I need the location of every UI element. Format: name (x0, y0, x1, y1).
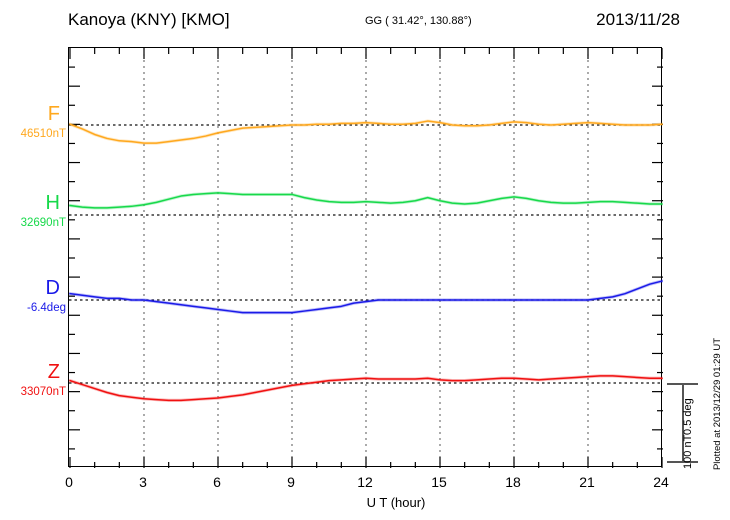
x-tick-label-21: 21 (579, 474, 595, 490)
component-label-z: Z (47, 361, 60, 383)
x-tick-label-3: 3 (139, 474, 147, 490)
observation-date: 2013/11/28 (596, 10, 680, 29)
component-value-d: -6.4deg (26, 302, 66, 314)
component-value-h: 32690nT (20, 217, 66, 229)
vertical-gridlines (143, 48, 589, 468)
component-value-z: 33070nT (20, 386, 66, 398)
scale-deg-label: 0.5 deg (682, 398, 694, 435)
component-value-f: 46510nT (20, 128, 66, 140)
magnetogram-canvas (69, 48, 663, 468)
plot-frame (68, 47, 663, 468)
x-tick-label-18: 18 (505, 474, 521, 490)
scale-bar-bottom-cap (667, 461, 698, 463)
geographic-coordinates: GG ( 31.42°, 130.88°) (365, 15, 472, 27)
x-tick-label-9: 9 (287, 474, 295, 490)
component-label-d: D (45, 277, 60, 299)
bottom-axis-ticks (69, 457, 663, 468)
x-tick-label-24: 24 (653, 474, 669, 490)
component-baselines (69, 124, 663, 384)
x-axis-title: U T (hour) (366, 495, 426, 510)
scale-bar-label: 100 nT0.5 deg (682, 398, 701, 469)
x-tick-label-15: 15 (431, 474, 447, 490)
x-tick-label-6: 6 (213, 474, 221, 490)
component-label-f: F (47, 103, 60, 125)
data-traces (69, 119, 663, 402)
top-axis-ticks (69, 48, 663, 59)
scale-nt-label: 100 nT (682, 434, 694, 469)
scale-bar (682, 383, 684, 462)
station-title: Kanoya (KNY) [KMO] (68, 10, 230, 29)
component-label-h: H (45, 192, 60, 214)
x-tick-label-12: 12 (357, 474, 373, 490)
left-axis-ticks (69, 66, 80, 450)
x-tick-label-0: 0 (65, 474, 73, 490)
plotted-at-timestamp: Plotted at 2013/12/29 01:29 UT (712, 338, 723, 471)
